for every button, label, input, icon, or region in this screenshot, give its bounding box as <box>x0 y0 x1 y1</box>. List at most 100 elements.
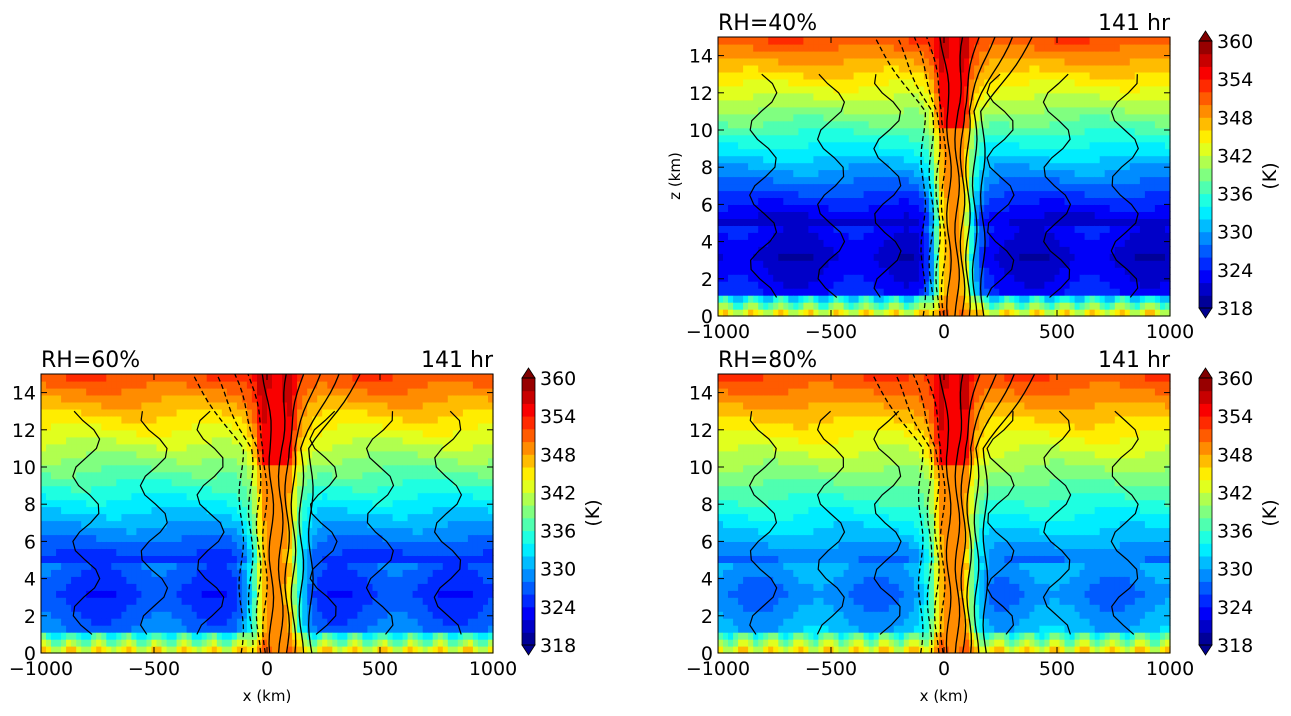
theta-cell <box>116 520 122 529</box>
theta-cell <box>768 37 774 45</box>
theta-cell <box>999 106 1005 115</box>
theta-cell <box>934 37 940 45</box>
theta-cell <box>66 513 72 522</box>
theta-cell <box>196 485 203 494</box>
theta-cell <box>1144 78 1151 87</box>
theta-cell <box>96 604 102 612</box>
theta-cell <box>888 218 895 226</box>
theta-cell <box>101 625 107 633</box>
theta-cell <box>984 176 990 185</box>
theta-cell <box>838 64 845 73</box>
theta-cell <box>1109 64 1116 73</box>
theta-cell <box>903 92 910 101</box>
theta-cell <box>959 183 965 192</box>
theta-cell <box>106 381 112 389</box>
theta-cell <box>166 576 173 584</box>
theta-cell <box>1094 169 1101 178</box>
theta-cell <box>166 555 173 563</box>
theta-cell <box>1069 309 1076 317</box>
theta-cell <box>1074 197 1081 205</box>
theta-cell <box>1059 57 1066 66</box>
theta-cell <box>1154 183 1161 192</box>
theta-cell <box>1069 169 1076 178</box>
theta-cell <box>939 162 945 171</box>
theta-cell <box>1089 239 1096 247</box>
theta-cell <box>818 309 824 317</box>
theta-cell <box>989 232 995 240</box>
theta-cell <box>758 274 764 282</box>
theta-cell <box>1074 288 1081 296</box>
colorbar-tick-label: 318 <box>1217 298 1253 320</box>
theta-cell <box>1064 267 1071 275</box>
theta-cell <box>773 71 779 80</box>
theta-cell <box>71 374 77 382</box>
theta-cell <box>1139 218 1146 226</box>
theta-cell <box>166 590 173 598</box>
theta-cell <box>939 141 945 150</box>
theta-cell <box>738 309 744 317</box>
theta-cell <box>1059 113 1066 122</box>
theta-cell <box>878 57 885 66</box>
theta-cell <box>61 583 67 591</box>
theta-cell <box>196 492 203 501</box>
theta-cell <box>883 218 890 226</box>
theta-cell <box>969 197 975 205</box>
theta-cell <box>803 37 809 45</box>
x-tick-label: −500 <box>805 321 857 343</box>
theta-cell <box>171 394 178 403</box>
theta-cell <box>191 485 198 494</box>
theta-cell <box>101 632 107 640</box>
theta-cell <box>106 590 112 598</box>
theta-cell <box>86 513 92 522</box>
theta-cell <box>1144 176 1151 185</box>
theta-cell <box>928 44 935 52</box>
theta-cell <box>969 274 975 282</box>
theta-cell <box>106 506 112 515</box>
theta-cell <box>1160 134 1166 143</box>
theta-cell <box>1069 225 1076 233</box>
theta-cell <box>1124 295 1131 303</box>
theta-cell <box>151 443 158 452</box>
theta-cell <box>161 562 168 570</box>
theta-cell <box>863 267 870 275</box>
theta-cell <box>918 71 925 80</box>
theta-cell <box>1124 85 1131 94</box>
theta-cell <box>161 415 168 424</box>
theta-cell <box>1064 218 1071 226</box>
theta-cell <box>176 611 183 619</box>
theta-cell <box>1054 260 1061 268</box>
theta-cell <box>778 183 784 192</box>
theta-cell <box>1154 211 1161 219</box>
theta-cell <box>1064 274 1071 282</box>
contour-line <box>979 36 1033 317</box>
theta-cell <box>994 302 1000 310</box>
theta-cell <box>969 71 975 80</box>
theta-cell <box>136 401 142 410</box>
theta-cell <box>191 527 198 536</box>
theta-cell <box>918 64 925 73</box>
theta-cell <box>984 225 990 233</box>
theta-cell <box>146 387 153 396</box>
theta-cell <box>738 260 744 268</box>
theta-cell <box>106 422 112 431</box>
theta-cell <box>1059 246 1066 254</box>
theta-cell <box>898 197 905 205</box>
theta-cell <box>1049 71 1056 80</box>
theta-cell <box>1094 190 1101 198</box>
theta-cell <box>843 267 850 275</box>
theta-cell <box>813 211 819 219</box>
theta-cell <box>903 134 910 143</box>
theta-cell <box>51 555 57 563</box>
theta-cell <box>91 555 97 563</box>
theta-cell <box>1014 288 1020 296</box>
theta-cell <box>838 85 845 94</box>
theta-cell <box>944 267 950 275</box>
theta-cell <box>1019 190 1025 198</box>
theta-cell <box>1139 92 1146 101</box>
theta-cell <box>1019 85 1025 94</box>
theta-cell <box>793 113 799 122</box>
theta-cell <box>1154 99 1161 108</box>
theta-cell <box>56 485 62 494</box>
theta-cell <box>131 401 137 410</box>
theta-cell <box>828 288 835 296</box>
